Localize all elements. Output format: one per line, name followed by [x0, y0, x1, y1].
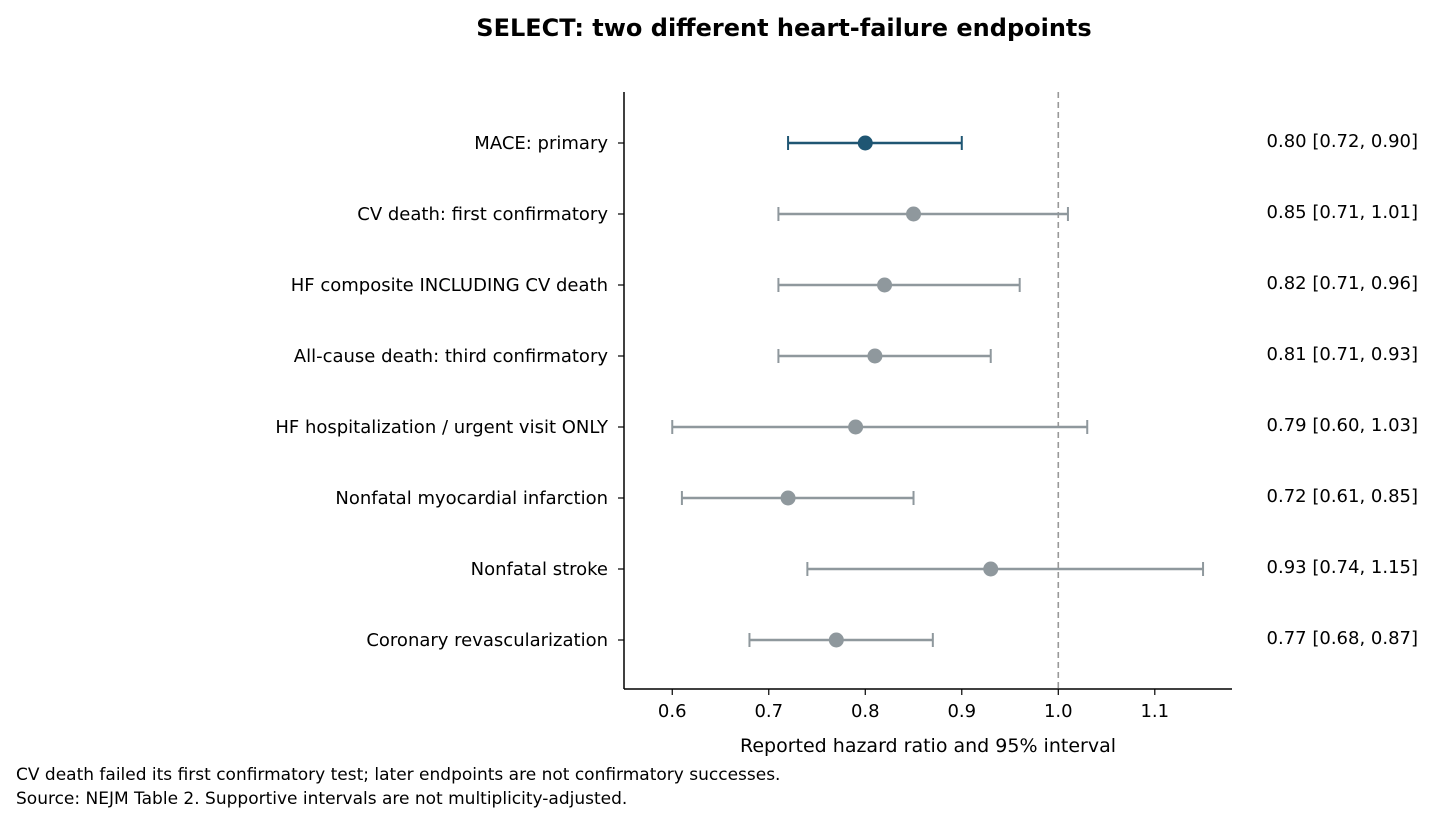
x-tick-label: 1.1 [1140, 701, 1169, 722]
x-axis-label: Reported hazard ratio and 95% interval [740, 735, 1116, 757]
hr-value-label: 0.81 [0.71, 0.93] [1267, 344, 1418, 365]
hr-point [780, 490, 796, 506]
hr-value-label: 0.93 [0.74, 1.15] [1267, 557, 1418, 578]
x-tick-label: 0.9 [947, 701, 976, 722]
footnote-2: Source: NEJM Table 2. Supportive interva… [16, 789, 628, 809]
hr-value-label: 0.82 [0.71, 0.96] [1267, 273, 1418, 294]
hr-value-label: 0.77 [0.68, 0.87] [1267, 628, 1418, 649]
hr-point [867, 348, 883, 364]
x-tick-label: 0.8 [851, 701, 880, 722]
forest-row: HF composite INCLUDING CV death 0.82 [0.7… [291, 273, 1418, 296]
forest-row: HF hospitalization / urgent visit ONLY 0.… [275, 415, 1418, 438]
footnote-1: CV death failed its first confirmatory t… [16, 765, 781, 785]
hr-point [857, 135, 873, 151]
forest-row: MACE: primary 0.80 [0.72, 0.90] [474, 131, 1418, 154]
row-label: All-cause death: third confirmatory [294, 346, 609, 367]
forest-row: Nonfatal stroke 0.93 [0.74, 1.15] [471, 557, 1418, 580]
forest-row: CV death: first confirmatory 0.85 [0.71, … [357, 202, 1418, 225]
forest-row: Coronary revascularization 0.77 [0.68, 0.… [366, 628, 1418, 651]
hr-point [983, 561, 999, 577]
row-label: Nonfatal myocardial infarction [335, 488, 608, 509]
hr-point [828, 632, 844, 648]
hr-point [877, 277, 893, 293]
row-label: MACE: primary [474, 133, 608, 154]
hr-value-label: 0.80 [0.72, 0.90] [1267, 131, 1418, 152]
hr-value-label: 0.72 [0.61, 0.85] [1267, 486, 1418, 507]
x-tick-label: 0.7 [754, 701, 783, 722]
x-tick-label: 1.0 [1044, 701, 1073, 722]
hr-point [906, 206, 922, 222]
row-label: Nonfatal stroke [471, 559, 608, 580]
row-label: HF hospitalization / urgent visit ONLY [275, 417, 609, 438]
x-tick-label: 0.6 [658, 701, 687, 722]
forest-row: Nonfatal myocardial infarction 0.72 [0.61… [335, 486, 1418, 509]
hr-value-label: 0.85 [0.71, 1.01] [1267, 202, 1418, 223]
row-label: Coronary revascularization [366, 630, 608, 651]
row-label: HF composite INCLUDING CV death [291, 275, 608, 296]
row-label: CV death: first confirmatory [357, 204, 608, 225]
hr-point [848, 419, 864, 435]
hr-value-label: 0.79 [0.60, 1.03] [1267, 415, 1418, 436]
chart-title: SELECT: two different heart-failure endp… [476, 14, 1091, 42]
forest-row: All-cause death: third confirmatory 0.81 … [294, 344, 1418, 367]
